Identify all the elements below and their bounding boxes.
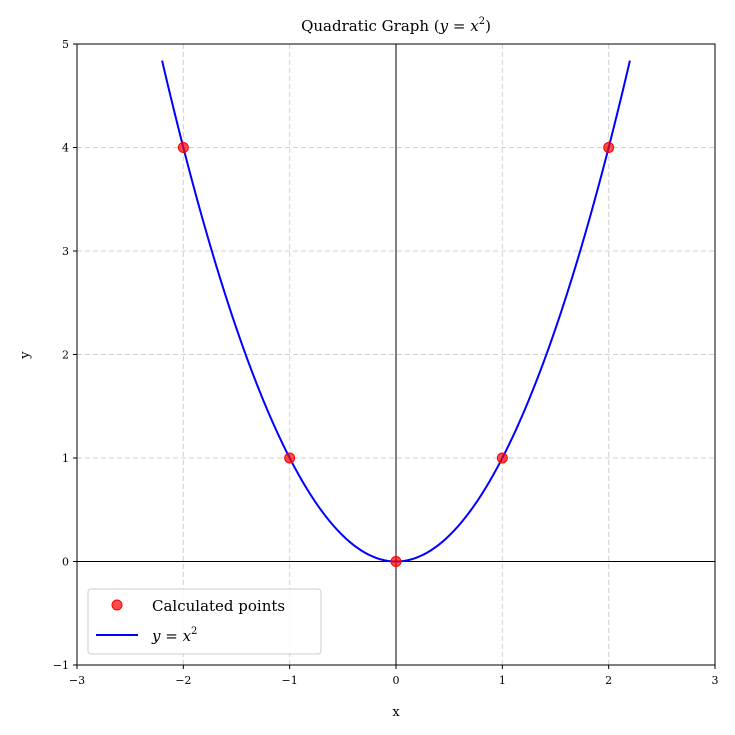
x-tick-label: 2: [605, 674, 612, 687]
legend: Calculated points y = x2: [87, 588, 322, 655]
y-tick-label: 1: [62, 452, 69, 465]
legend-scatter-marker: [111, 599, 123, 611]
y-tick-label: 4: [62, 142, 69, 155]
series: [161, 60, 631, 567]
data-point: [496, 452, 508, 464]
x-axis-label: x: [392, 705, 400, 720]
x-tick-label: −1: [282, 674, 298, 687]
chart-title: Quadratic Graph (y = x2): [301, 16, 491, 35]
x-tick-label: −2: [175, 674, 191, 687]
legend-label-curve: y = x2: [151, 626, 197, 645]
y-tick-label: 5: [62, 38, 69, 51]
y-tick-label: 2: [62, 349, 69, 362]
y-axis-label: y: [18, 351, 33, 360]
x-tick-label: 0: [393, 674, 400, 687]
data-point: [390, 556, 402, 567]
y-tick-label: 3: [62, 245, 69, 258]
x-tick-label: −3: [69, 674, 85, 687]
data-point: [177, 142, 189, 153]
x-tick-label: 3: [712, 674, 719, 687]
ticks: −3 −2 −1 0 1 2 3 −1 0 1 2 3 4 5: [53, 38, 719, 687]
y-tick-label: 0: [62, 556, 69, 569]
legend-box: [87, 588, 322, 655]
legend-label-points: Calculated points: [152, 597, 285, 615]
y-tick-label: −1: [53, 659, 69, 672]
data-point: [284, 452, 296, 464]
data-point: [603, 142, 615, 153]
x-tick-label: 1: [499, 674, 506, 687]
